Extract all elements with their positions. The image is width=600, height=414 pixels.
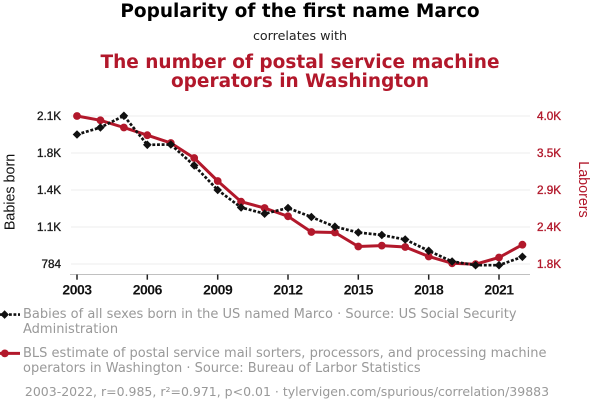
svg-text:1.8K: 1.8K	[37, 147, 61, 160]
svg-text:2003: 2003	[62, 282, 92, 298]
svg-text:4.0K: 4.0K	[537, 110, 561, 123]
svg-text:2006: 2006	[133, 282, 163, 298]
svg-text:2021: 2021	[484, 282, 514, 298]
svg-text:1.4K: 1.4K	[37, 184, 61, 197]
svg-text:2.1K: 2.1K	[37, 110, 61, 123]
svg-text:1.8K: 1.8K	[537, 258, 561, 271]
svg-text:Laborers: Laborers	[575, 161, 591, 217]
svg-text:2018: 2018	[414, 282, 444, 298]
svg-text:2.9K: 2.9K	[537, 184, 561, 197]
svg-text:3.5K: 3.5K	[537, 147, 561, 160]
svg-text:784: 784	[41, 258, 61, 271]
svg-text:2.4K: 2.4K	[537, 221, 561, 234]
svg-text:2012: 2012	[273, 282, 303, 298]
svg-text:Babies born: Babies born	[2, 154, 18, 230]
svg-text:2015: 2015	[344, 282, 374, 298]
svg-text:2009: 2009	[203, 282, 233, 298]
svg-text:1.1K: 1.1K	[37, 221, 61, 234]
